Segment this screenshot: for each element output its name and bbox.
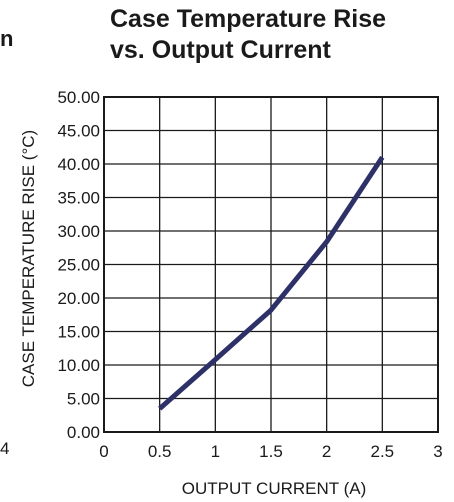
y-tick-label: 35.00 xyxy=(57,189,100,208)
plot-frame xyxy=(103,96,439,433)
grid-lines xyxy=(103,96,439,433)
y-tick-label: 20.00 xyxy=(57,289,100,308)
y-tick-label: 50.00 xyxy=(57,88,100,107)
x-tick-label: 0.5 xyxy=(148,442,172,461)
chart-title: Case Temperature Rise vs. Output Current xyxy=(110,4,450,66)
y-tick-label: 30.00 xyxy=(57,222,100,241)
y-tick-label: 0.00 xyxy=(67,423,100,442)
x-tick-label: 2 xyxy=(322,442,331,461)
y-tick-label: 15.00 xyxy=(57,323,100,342)
y-tick-label: 40.00 xyxy=(57,155,100,174)
chart-title-line-1: Case Temperature Rise xyxy=(110,5,387,33)
y-tick-labels: 0.00 5.00 10.00 15.00 20.00 25.00 30.00 35.00 40… xyxy=(57,88,100,442)
x-tick-label: 1 xyxy=(211,442,220,461)
y-tick-label: 45.00 xyxy=(57,122,100,141)
x-tick-label: 3 xyxy=(433,442,442,461)
series-lines xyxy=(158,155,385,411)
y-tick-label: 10.00 xyxy=(57,356,100,375)
y-axis-label: CASE TEMPERATURE RISE (°C) xyxy=(19,130,38,387)
x-tick-label: 2.5 xyxy=(371,442,395,461)
x-tick-label: 0 xyxy=(99,442,108,461)
x-axis-label: OUTPUT CURRENT (A) xyxy=(182,479,367,498)
y-tick-label: 5.00 xyxy=(67,390,100,409)
cut-off-fragment-bottom: 4 xyxy=(0,439,10,458)
chart-title-line-2: vs. Output Current xyxy=(110,36,331,64)
y-tick-label: 25.00 xyxy=(57,256,100,275)
x-tick-label: 1.5 xyxy=(259,442,283,461)
cut-off-fragment-top: n xyxy=(0,26,14,51)
x-tick-labels: 0 0.5 1 1.5 2 2.5 3 xyxy=(99,442,442,461)
